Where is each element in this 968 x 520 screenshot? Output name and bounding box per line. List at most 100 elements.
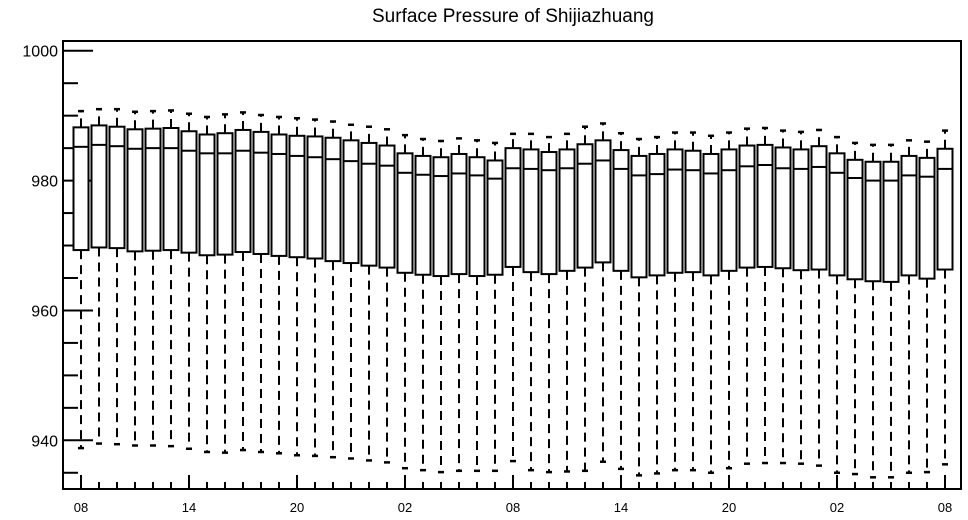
iqr-box xyxy=(738,144,756,269)
iqr-box xyxy=(252,130,270,255)
y-tick-label: 1000 xyxy=(22,44,58,61)
iqr-box xyxy=(720,148,738,272)
x-tick-label: 08 xyxy=(74,500,88,515)
iqr-box xyxy=(792,148,810,272)
iqr-box xyxy=(900,154,918,277)
box xyxy=(648,135,666,475)
iqr-box xyxy=(702,152,720,277)
iqr-box xyxy=(342,139,360,265)
x-tick-label: 20 xyxy=(290,500,304,515)
x-tick-label: 08 xyxy=(938,500,952,515)
box xyxy=(756,126,774,465)
box xyxy=(828,135,846,475)
box xyxy=(918,140,936,474)
box xyxy=(864,143,882,479)
iqr-box xyxy=(684,149,702,274)
iqr-box xyxy=(108,125,126,250)
iqr-box xyxy=(522,148,540,274)
box xyxy=(522,132,540,472)
box xyxy=(486,141,504,473)
box xyxy=(450,137,468,473)
box xyxy=(594,122,612,463)
box xyxy=(540,135,558,474)
box xyxy=(306,118,324,458)
iqr-box xyxy=(846,158,864,281)
box xyxy=(666,131,684,472)
iqr-box xyxy=(630,154,648,279)
box xyxy=(288,117,306,457)
box xyxy=(936,129,954,466)
iqr-box xyxy=(936,147,954,271)
iqr-box xyxy=(72,126,90,252)
iqr-box xyxy=(576,143,594,269)
iqr-box xyxy=(666,148,684,274)
box xyxy=(882,143,900,479)
box xyxy=(558,132,576,473)
x-tick-label: 02 xyxy=(398,500,412,515)
iqr-box xyxy=(810,145,828,271)
box xyxy=(612,131,630,471)
box xyxy=(270,115,288,455)
y-tick-label: 940 xyxy=(31,433,58,450)
chart-title: Surface Pressure of Shijiazhuang xyxy=(372,6,654,27)
box xyxy=(234,111,252,452)
box xyxy=(342,123,360,460)
iqr-box xyxy=(288,134,306,259)
iqr-box xyxy=(504,147,522,268)
box xyxy=(468,139,486,473)
box xyxy=(90,107,108,445)
iqr-box xyxy=(162,127,180,252)
iqr-box xyxy=(360,141,378,267)
box xyxy=(360,125,378,462)
iqr-box xyxy=(198,133,216,257)
box xyxy=(414,137,432,472)
box xyxy=(432,139,450,474)
box xyxy=(846,141,864,476)
y-tick-label: 980 xyxy=(31,174,58,191)
box xyxy=(738,127,756,465)
x-tick-label: 14 xyxy=(182,500,196,515)
box xyxy=(774,129,792,465)
iqr-box xyxy=(918,156,936,280)
box xyxy=(216,113,234,454)
iqr-box xyxy=(234,128,252,254)
x-tick-label: 08 xyxy=(506,500,520,515)
iqr-box xyxy=(540,151,558,276)
box xyxy=(108,107,126,446)
box xyxy=(252,113,270,454)
box xyxy=(180,112,198,450)
iqr-box xyxy=(558,148,576,272)
box xyxy=(72,109,90,450)
box xyxy=(792,130,810,465)
x-tick-label: 14 xyxy=(614,500,628,515)
x-tick-label: 02 xyxy=(830,500,844,515)
box-series xyxy=(72,107,954,479)
box xyxy=(504,132,522,463)
iqr-box xyxy=(216,132,234,256)
iqr-box xyxy=(144,127,162,252)
iqr-box xyxy=(648,152,666,277)
box xyxy=(720,131,738,470)
iqr-box xyxy=(378,144,396,269)
iqr-box xyxy=(270,133,288,257)
y-tick-label: 960 xyxy=(31,303,58,320)
box xyxy=(702,134,720,475)
iqr-box xyxy=(468,156,486,278)
box xyxy=(900,139,918,475)
box xyxy=(198,115,216,454)
box xyxy=(378,128,396,464)
iqr-box xyxy=(306,135,324,260)
iqr-box xyxy=(828,152,846,277)
iqr-box xyxy=(126,128,144,253)
iqr-box xyxy=(414,154,432,276)
x-tick-label: 20 xyxy=(722,500,736,515)
box xyxy=(396,133,414,470)
iqr-box xyxy=(324,136,342,263)
box xyxy=(324,120,342,459)
iqr-box xyxy=(180,130,198,254)
box xyxy=(126,110,144,447)
iqr-box xyxy=(756,143,774,268)
iqr-box xyxy=(774,146,792,270)
iqr-box xyxy=(450,152,468,276)
